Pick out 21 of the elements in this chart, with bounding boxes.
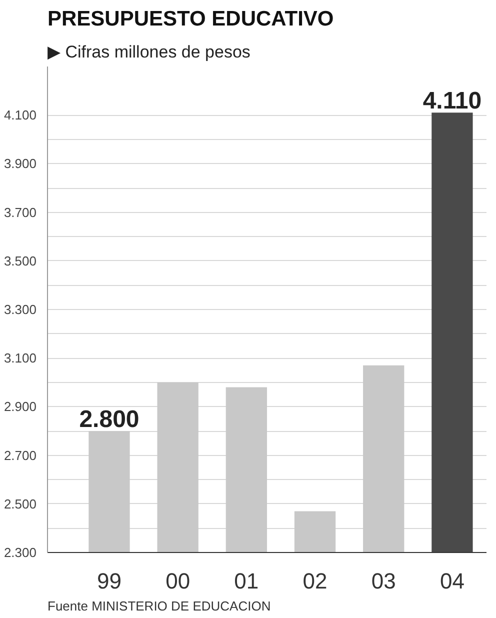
x-tick-label: 01: [234, 568, 259, 594]
y-tick-label: 2.500: [4, 496, 37, 512]
chart-title: PRESUPUESTO EDUCATIVO: [48, 8, 334, 30]
x-tick-label: 04: [440, 568, 464, 594]
x-tick-label: 99: [97, 568, 122, 594]
y-tick-label: 3.900: [4, 156, 37, 172]
y-tick-label: 2.700: [4, 448, 37, 463]
data-label: 4.110: [422, 88, 482, 115]
y-tick-label: 3.100: [4, 350, 37, 366]
y-tick-label: 3.700: [4, 204, 37, 220]
y-tick-label: 2.300: [4, 545, 37, 560]
x-tick-label: 00: [166, 568, 190, 594]
data-label: 2.800: [79, 406, 140, 433]
y-tick-label: 3.500: [4, 253, 37, 268]
chart-subtitle: ▶ Cifras millones de pesos: [48, 42, 250, 62]
x-tick-label: 02: [302, 568, 328, 594]
x-tick-label: 03: [371, 568, 396, 594]
source-note: Fuente MINISTERIO DE EDUCACION: [48, 598, 271, 614]
y-tick-label: 4.100: [4, 108, 37, 123]
y-tick-label: 2.900: [4, 399, 37, 414]
y-tick-label: 3.300: [4, 302, 37, 317]
